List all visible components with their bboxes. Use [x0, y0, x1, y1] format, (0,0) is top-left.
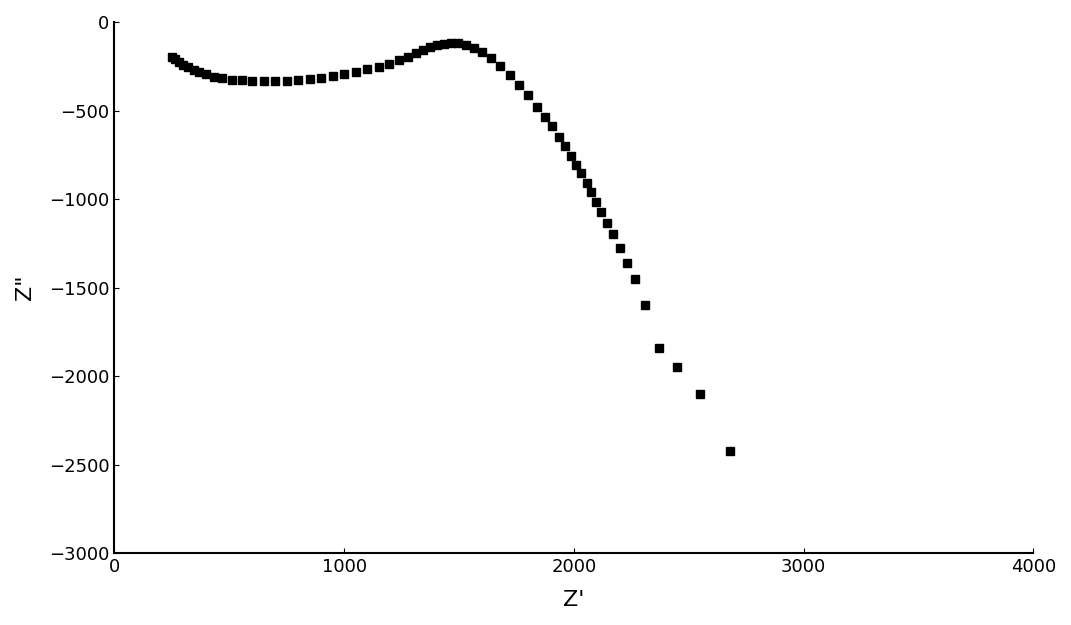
Y-axis label: Z": Z": [15, 275, 35, 301]
X-axis label: Z': Z': [563, 590, 585, 610]
